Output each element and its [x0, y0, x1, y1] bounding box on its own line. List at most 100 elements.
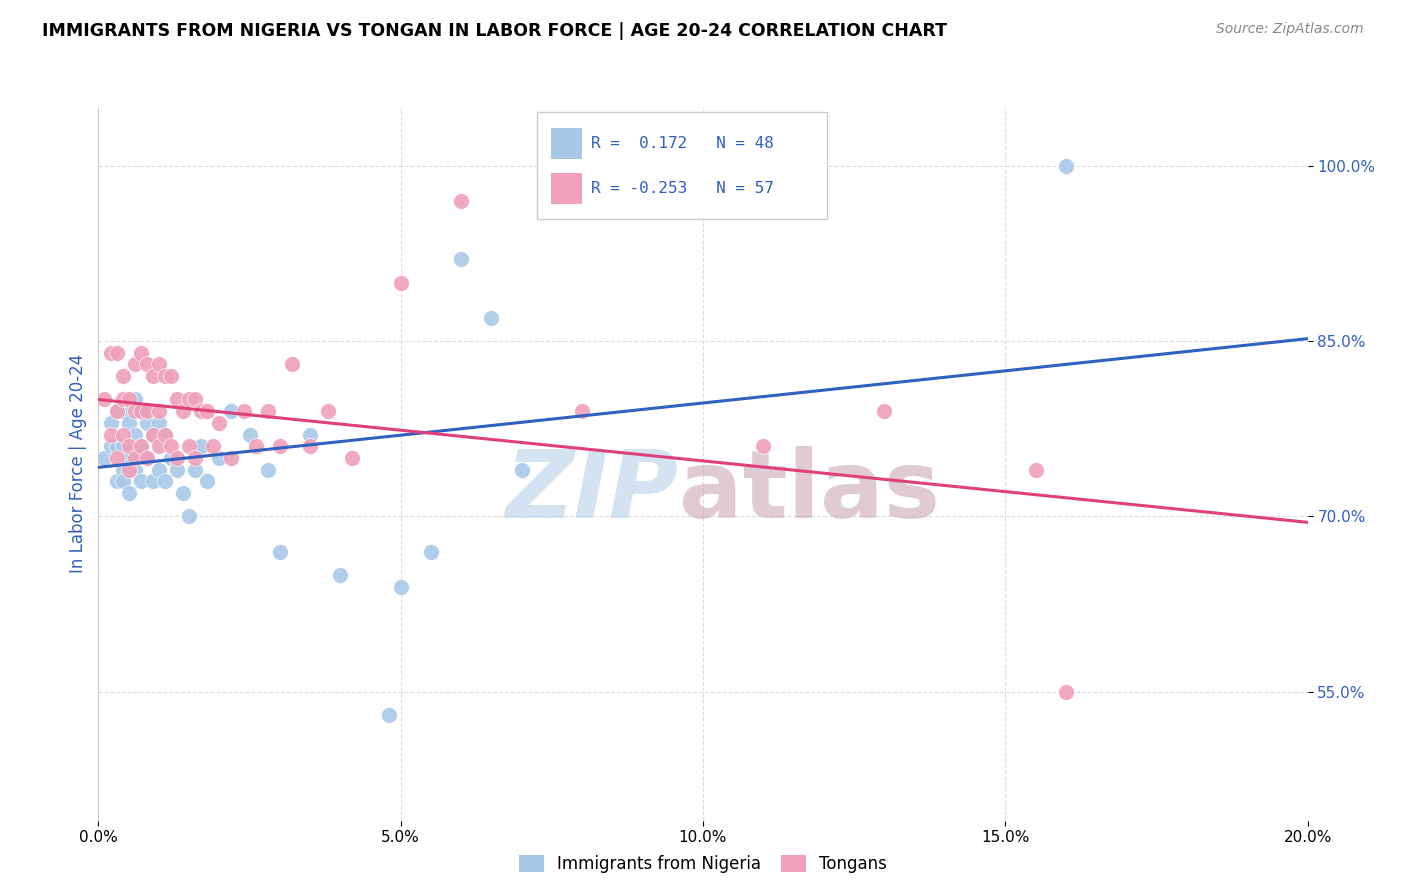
- Point: [208, 450, 231, 465]
- Point: [153, 475, 176, 489]
- Text: atlas: atlas: [679, 446, 939, 539]
- Point: [142, 369, 165, 384]
- Text: Source: ZipAtlas.com: Source: ZipAtlas.com: [1216, 22, 1364, 37]
- Point: [135, 450, 157, 465]
- Point: [177, 509, 201, 524]
- Point: [281, 358, 304, 372]
- Point: [148, 358, 170, 372]
- Point: [111, 463, 134, 477]
- Point: [232, 404, 254, 418]
- Point: [202, 439, 225, 453]
- Text: ZIP: ZIP: [506, 446, 679, 539]
- Point: [129, 475, 152, 489]
- Text: IMMIGRANTS FROM NIGERIA VS TONGAN IN LABOR FORCE | AGE 20-24 CORRELATION CHART: IMMIGRANTS FROM NIGERIA VS TONGAN IN LAB…: [42, 22, 948, 40]
- Point: [142, 475, 165, 489]
- Point: [111, 392, 134, 407]
- Point: [184, 463, 207, 477]
- Point: [153, 427, 176, 442]
- Point: [450, 252, 472, 266]
- Point: [111, 439, 134, 453]
- Point: [100, 416, 122, 430]
- Point: [129, 439, 152, 453]
- Point: [93, 450, 115, 465]
- Point: [148, 404, 170, 418]
- Point: [111, 369, 134, 384]
- Point: [118, 463, 141, 477]
- Y-axis label: In Labor Force | Age 20-24: In Labor Force | Age 20-24: [69, 354, 87, 574]
- Point: [166, 392, 188, 407]
- Point: [256, 404, 278, 418]
- Text: R =  0.172   N = 48: R = 0.172 N = 48: [591, 136, 773, 151]
- Point: [93, 392, 115, 407]
- Point: [239, 427, 262, 442]
- Point: [118, 392, 141, 407]
- Point: [153, 369, 176, 384]
- Text: R = -0.253   N = 57: R = -0.253 N = 57: [591, 181, 773, 196]
- Point: [124, 450, 146, 465]
- Point: [377, 708, 399, 723]
- Point: [100, 427, 122, 442]
- Point: [135, 450, 157, 465]
- Point: [118, 439, 141, 453]
- Point: [129, 439, 152, 453]
- Point: [195, 404, 218, 418]
- Point: [481, 310, 503, 325]
- Point: [166, 463, 188, 477]
- Point: [160, 369, 183, 384]
- Point: [124, 427, 146, 442]
- Point: [142, 427, 165, 442]
- Point: [100, 345, 122, 359]
- Point: [450, 194, 472, 208]
- Point: [105, 404, 128, 418]
- Point: [124, 358, 146, 372]
- Point: [177, 439, 201, 453]
- Point: [111, 427, 134, 442]
- Point: [105, 475, 128, 489]
- Point: [256, 463, 278, 477]
- Point: [124, 463, 146, 477]
- Point: [316, 404, 339, 418]
- Point: [166, 450, 188, 465]
- Point: [172, 404, 194, 418]
- Point: [148, 439, 170, 453]
- Point: [1054, 685, 1077, 699]
- Point: [111, 404, 134, 418]
- Point: [148, 416, 170, 430]
- Point: [105, 439, 128, 453]
- Point: [105, 450, 128, 465]
- Point: [118, 416, 141, 430]
- Point: [129, 404, 152, 418]
- Point: [177, 392, 201, 407]
- Point: [100, 439, 122, 453]
- Point: [129, 345, 152, 359]
- Point: [148, 463, 170, 477]
- Point: [135, 404, 157, 418]
- Point: [1024, 463, 1046, 477]
- Point: [105, 345, 128, 359]
- Point: [172, 486, 194, 500]
- Point: [221, 404, 243, 418]
- Point: [124, 392, 146, 407]
- Point: [160, 450, 183, 465]
- Point: [221, 450, 243, 465]
- Point: [160, 439, 183, 453]
- Point: [153, 427, 176, 442]
- Point: [571, 404, 593, 418]
- Point: [111, 475, 134, 489]
- Point: [1054, 159, 1077, 173]
- Point: [135, 358, 157, 372]
- Point: [419, 544, 441, 558]
- Point: [208, 416, 231, 430]
- Point: [510, 463, 533, 477]
- Point: [329, 568, 352, 582]
- Point: [342, 450, 364, 465]
- Point: [118, 486, 141, 500]
- Legend: Immigrants from Nigeria, Tongans: Immigrants from Nigeria, Tongans: [512, 848, 894, 880]
- Point: [195, 475, 218, 489]
- Point: [245, 439, 267, 453]
- Point: [299, 427, 322, 442]
- Point: [389, 276, 412, 290]
- Point: [142, 427, 165, 442]
- Point: [124, 404, 146, 418]
- Point: [184, 392, 207, 407]
